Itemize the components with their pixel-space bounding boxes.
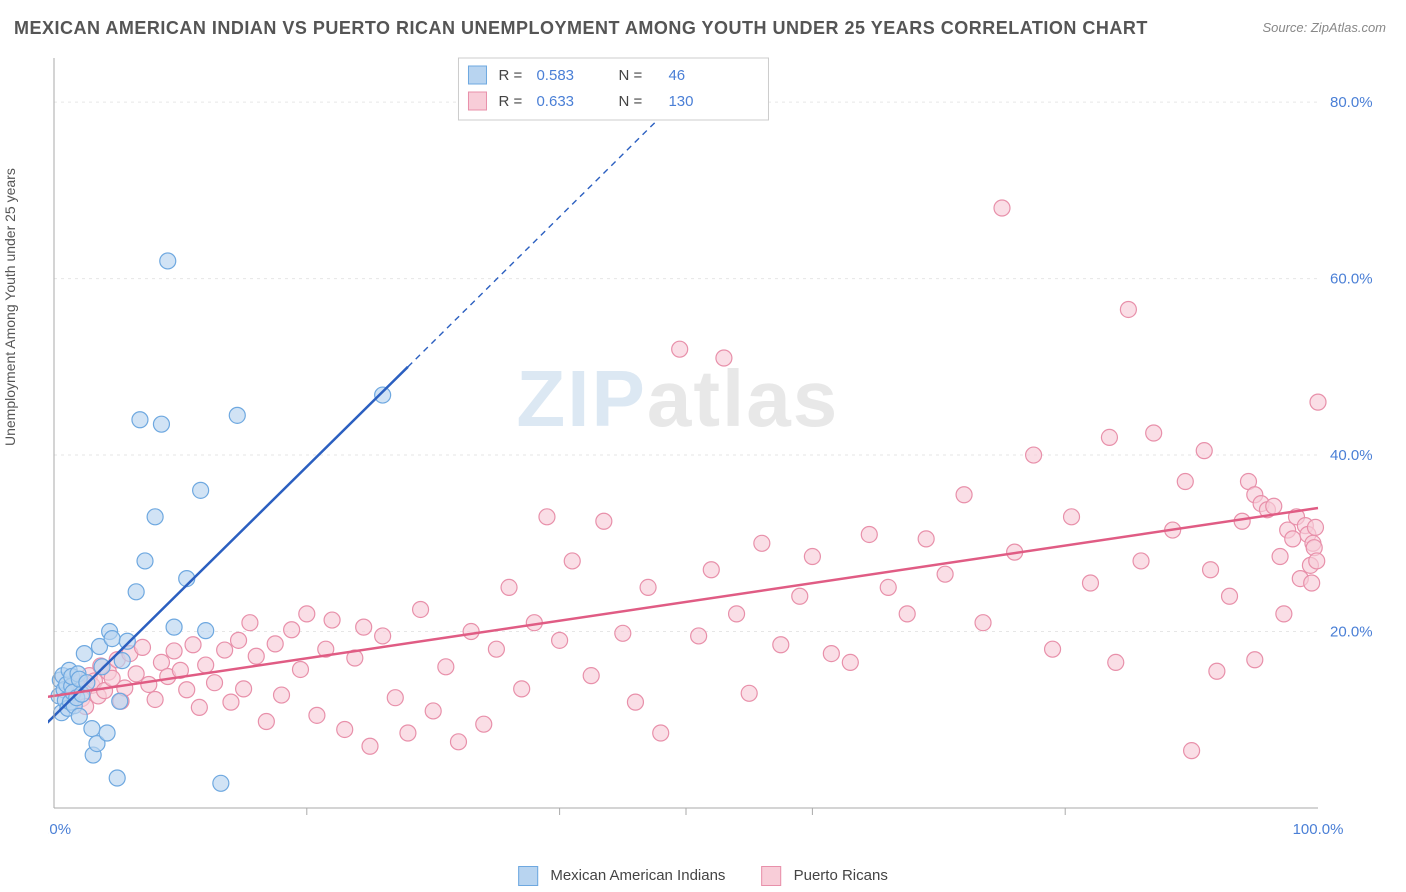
svg-text:130: 130: [668, 93, 693, 110]
svg-text:N =: N =: [618, 67, 642, 84]
svg-text:20.0%: 20.0%: [1330, 624, 1373, 641]
svg-text:R =: R =: [498, 93, 522, 110]
svg-text:0.0%: 0.0%: [48, 821, 71, 838]
svg-text:100.0%: 100.0%: [1293, 821, 1344, 838]
svg-text:60.0%: 60.0%: [1330, 271, 1373, 288]
legend-label-1: Mexican American Indians: [550, 867, 725, 884]
svg-text:R =: R =: [498, 67, 522, 84]
bottom-legend: Mexican American Indians Puerto Ricans: [518, 866, 888, 886]
legend-label-2: Puerto Ricans: [794, 867, 888, 884]
svg-text:80.0%: 80.0%: [1330, 94, 1373, 111]
svg-text:40.0%: 40.0%: [1330, 447, 1373, 464]
legend-swatch-2: [761, 866, 781, 886]
source-attribution: Source: ZipAtlas.com: [1262, 20, 1386, 35]
svg-text:0.583: 0.583: [536, 67, 574, 84]
chart-container: MEXICAN AMERICAN INDIAN VS PUERTO RICAN …: [0, 0, 1406, 892]
svg-text:ZIPatlas: ZIPatlas: [516, 354, 839, 443]
legend-item-1: Mexican American Indians: [518, 866, 725, 886]
chart-area: 20.0% 40.0% 60.0% 80.0% ZIPatlas 0.0% 100.0% R …: [48, 50, 1388, 850]
chart-title: MEXICAN AMERICAN INDIAN VS PUERTO RICAN …: [14, 18, 1148, 39]
scatter-chart-svg: 20.0% 40.0% 60.0% 80.0% ZIPatlas 0.0% 100.0% R …: [48, 50, 1388, 850]
y-axis-label: Unemployment Among Youth under 25 years: [2, 168, 18, 446]
svg-text:46: 46: [668, 67, 685, 84]
legend-item-2: Puerto Ricans: [761, 866, 887, 886]
legend-swatch-1: [518, 866, 538, 886]
svg-text:0.633: 0.633: [536, 93, 574, 110]
svg-text:N =: N =: [618, 93, 642, 110]
